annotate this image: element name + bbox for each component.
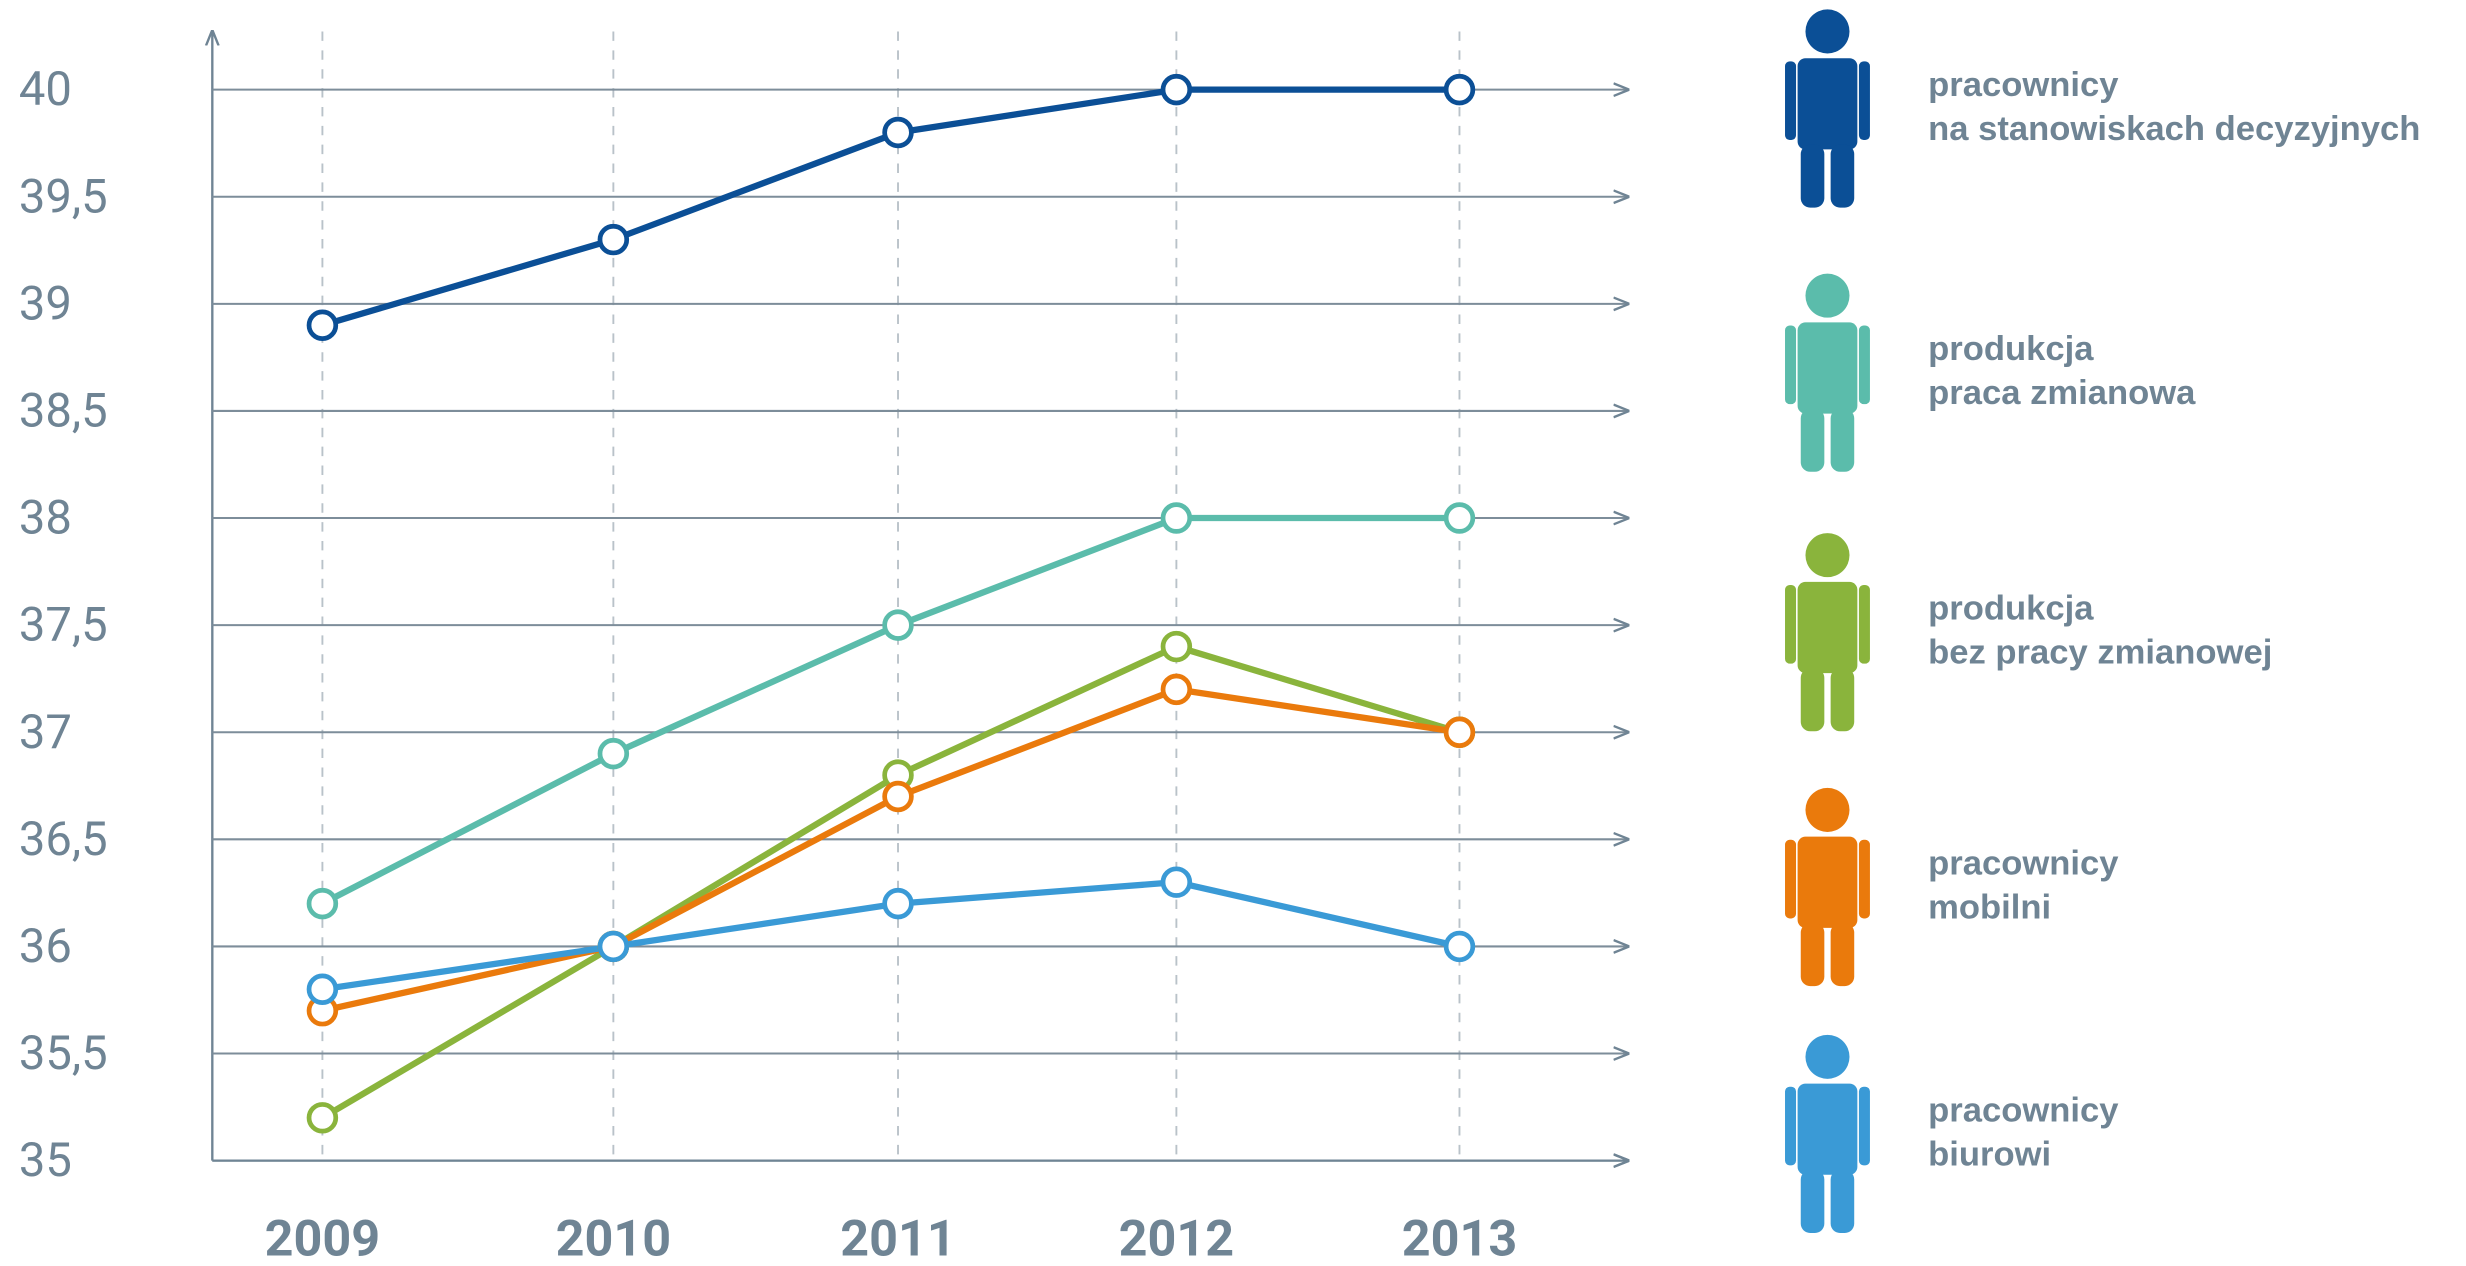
icon-head: [1805, 787, 1850, 832]
data-point: [1443, 73, 1476, 106]
y-tick-label: 38,5: [19, 383, 108, 439]
x-tick-label: 2011: [840, 1210, 955, 1266]
data-point: [882, 887, 914, 920]
icon-body: [1797, 581, 1858, 674]
y-tick-label: 37,5: [19, 597, 108, 653]
icon-leg: [1800, 923, 1825, 987]
legend-icon: [1785, 1034, 1870, 1233]
legend-label: pracownicy biurowi: [1928, 1089, 2119, 1174]
data-point: [1160, 866, 1193, 898]
legend-label: produkcja bez pracy zmianowej: [1928, 588, 2273, 672]
legend-label: produkcja praca zmianowa: [1928, 328, 2196, 413]
icon-body: [1797, 836, 1858, 928]
x-tick-label: 2010: [556, 1210, 671, 1266]
icon-leg: [1800, 408, 1825, 472]
legend-icon: [1785, 9, 1870, 208]
icon-arm: [1858, 325, 1870, 405]
data-point: [597, 930, 630, 963]
series-line: [320, 514, 1460, 907]
legend-icon: [1785, 787, 1870, 987]
icon-body: [1797, 322, 1858, 414]
icon-leg: [1830, 668, 1855, 732]
data-point: [1160, 73, 1193, 106]
icon-body: [1797, 58, 1858, 150]
data-point: [597, 737, 630, 770]
y-tick-label: 36,5: [19, 811, 108, 867]
legend-entry: produkcja bez pracy zmianowej: [1928, 588, 2273, 672]
data-point: [597, 223, 630, 256]
icon-leg: [1830, 408, 1855, 472]
data-point: [1443, 930, 1476, 963]
icon-arm: [1785, 325, 1797, 405]
data-point: [306, 887, 339, 920]
data-point: [1160, 502, 1193, 534]
icon-head: [1805, 9, 1850, 54]
data-point: [306, 309, 339, 341]
data-point: [1443, 502, 1476, 534]
icon-arm: [1858, 585, 1870, 664]
data-point: [882, 116, 914, 149]
icon-body: [1797, 1083, 1858, 1175]
legend-icon: [1785, 533, 1870, 732]
y-tick-label: 37: [19, 704, 72, 760]
y-tick-label: 39: [19, 275, 72, 331]
icon-arm: [1785, 61, 1797, 140]
x-tick-label: 2013: [1402, 1210, 1517, 1266]
icon-leg: [1800, 668, 1825, 732]
icon-leg: [1800, 144, 1825, 208]
data-point: [1160, 673, 1193, 706]
data-point: [882, 780, 914, 813]
legend-entry: pracownicy biurowi: [1928, 1089, 2119, 1174]
icon-leg: [1830, 1170, 1855, 1233]
data-point: [1160, 630, 1193, 663]
legend-entry: pracownicy mobilni: [1928, 842, 2119, 927]
icon-arm: [1858, 1086, 1870, 1166]
legend-label: pracownicy mobilni: [1928, 842, 2119, 927]
y-tick-label: 35: [19, 1132, 72, 1188]
data-point: [306, 973, 339, 1005]
y-tick-label: 39,5: [19, 168, 108, 224]
icon-leg: [1830, 923, 1855, 987]
x-tick-label: 2009: [265, 1210, 380, 1266]
legend-entry: produkcja praca zmianowa: [1928, 328, 2196, 413]
series-line: [320, 643, 1461, 1121]
icon-arm: [1785, 1086, 1797, 1166]
icon-arm: [1785, 839, 1797, 919]
y-tick-label: 36: [19, 918, 72, 974]
icon-head: [1805, 1034, 1850, 1079]
icon-leg: [1800, 1170, 1825, 1233]
legend-label: pracownicy na stanowiskach decyzyjnych: [1928, 64, 2421, 148]
icon-head: [1805, 533, 1850, 578]
icon-head: [1805, 273, 1850, 318]
icon-arm: [1785, 585, 1797, 664]
legend-icon: [1785, 273, 1870, 472]
y-tick-label: 38: [19, 490, 72, 546]
data-point: [1443, 716, 1476, 748]
x-tick-label: 2012: [1119, 1210, 1234, 1266]
y-tick-label: 40: [19, 61, 72, 117]
legend-entry: pracownicy na stanowiskach decyzyjnych: [1928, 64, 2421, 148]
icon-arm: [1858, 839, 1870, 919]
y-tick-label: 35,5: [19, 1025, 108, 1081]
data-point: [306, 1102, 339, 1134]
data-point: [882, 609, 914, 641]
icon-leg: [1830, 144, 1855, 208]
icon-arm: [1858, 61, 1870, 140]
